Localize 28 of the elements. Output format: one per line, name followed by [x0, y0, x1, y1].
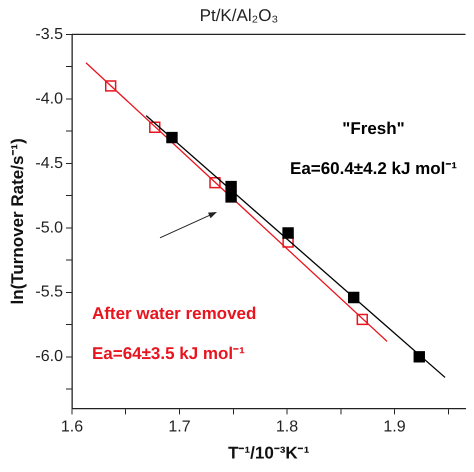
point	[104, 80, 116, 92]
point	[166, 132, 178, 144]
point	[225, 191, 237, 203]
y-tick-label: -4.5	[35, 154, 64, 172]
y-tick-label: -3.5	[35, 26, 64, 43]
chart-title: Pt/K/Al₂O₃	[200, 6, 278, 25]
point	[225, 180, 237, 192]
y-tick-label: -4.0	[35, 90, 64, 108]
annotation: Ea=64±3.5 kJ mol⁻¹	[92, 344, 246, 364]
y-tick-label: -5.0	[35, 219, 64, 236]
x-tick-label: 1.6	[60, 418, 84, 436]
text: After water removed	[92, 304, 256, 324]
point	[149, 122, 160, 133]
point	[282, 236, 294, 248]
text: "Fresh"	[342, 119, 405, 138]
y-tick-label: -5.5	[35, 284, 64, 301]
x-tick-label: 1.8	[276, 418, 298, 436]
point	[209, 177, 221, 188]
x-tick-label: 1.9	[383, 418, 406, 436]
point	[356, 314, 368, 326]
point	[414, 351, 425, 363]
point	[282, 227, 294, 239]
x-tick-label: 1.7	[168, 418, 191, 436]
x-axis-title: T⁻¹/10⁻³K⁻¹	[228, 443, 310, 462]
y-tick-label: -6.0	[35, 348, 64, 366]
annotation: Ea=60.4±4.2 kJ mol⁻¹	[290, 159, 458, 178]
y-axis-title: ln(Turnover Rate/s⁻¹)	[8, 138, 27, 305]
point	[348, 292, 360, 304]
